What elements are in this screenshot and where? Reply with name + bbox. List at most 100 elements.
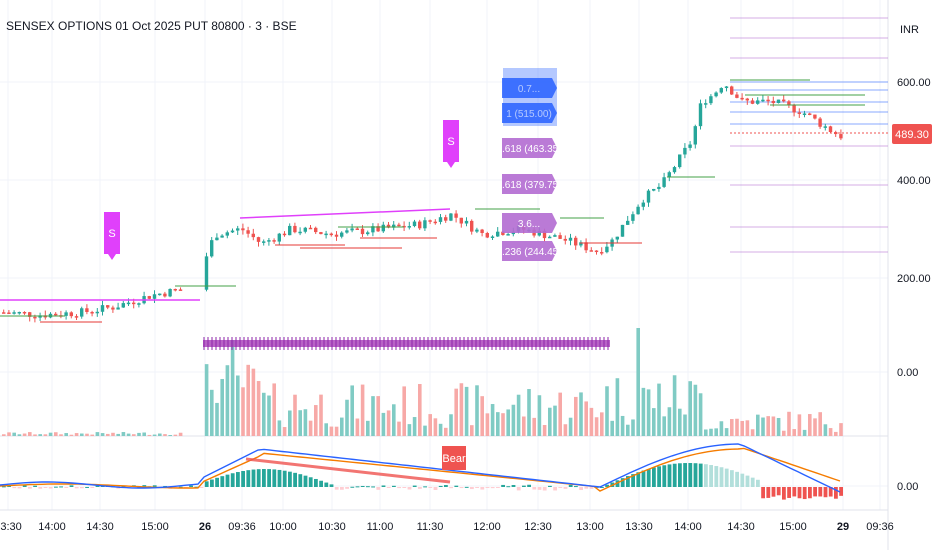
oscillator-bar bbox=[220, 476, 225, 487]
candle-body bbox=[553, 235, 557, 237]
volume-bar bbox=[267, 395, 271, 436]
oscillator-bar bbox=[12, 487, 17, 489]
volume-bar bbox=[823, 424, 828, 436]
volume-bar bbox=[428, 414, 432, 436]
oscillator-bar bbox=[522, 485, 526, 487]
oscillator-bar bbox=[2, 486, 6, 488]
candle-body bbox=[719, 88, 723, 93]
candle-body bbox=[485, 233, 489, 238]
volume-bar bbox=[709, 428, 713, 436]
time-tick-label: 10:00 bbox=[269, 521, 297, 533]
volume-bar bbox=[657, 383, 661, 436]
oscillator-bar bbox=[392, 485, 396, 487]
time-tick-label: 14:30 bbox=[727, 521, 755, 533]
volume-bar bbox=[142, 432, 146, 436]
candle-body bbox=[225, 232, 229, 236]
current-price-label: 489.30 bbox=[895, 129, 929, 141]
oscillator-bar bbox=[350, 486, 355, 488]
oscillator-bar bbox=[345, 487, 349, 489]
candle-body bbox=[735, 94, 739, 98]
candle-body bbox=[147, 296, 151, 299]
oscillator-bar bbox=[329, 484, 334, 487]
signal-markers[interactable]: S S Bear bbox=[104, 120, 466, 470]
volume-bar bbox=[137, 432, 141, 436]
oscillator-bar bbox=[584, 487, 589, 489]
oscillator-bar bbox=[38, 487, 43, 489]
oscillator-bar bbox=[496, 487, 500, 488]
oscillator-bar bbox=[802, 487, 807, 500]
candle-body bbox=[433, 221, 437, 224]
oscillator-bar bbox=[412, 485, 417, 487]
candle-body bbox=[298, 231, 302, 234]
bear-marker[interactable]: Bear bbox=[442, 446, 466, 470]
oscillator-bar bbox=[334, 487, 339, 490]
candle-body bbox=[724, 86, 729, 89]
candle-body bbox=[303, 227, 307, 232]
fib-tag: 1.618 (463.35) bbox=[496, 138, 562, 158]
volume-bar bbox=[771, 416, 776, 436]
candle-body bbox=[350, 228, 354, 231]
oscillator-bar bbox=[251, 469, 256, 487]
volume-bar bbox=[48, 432, 53, 436]
volume-bar bbox=[584, 401, 588, 436]
oscillator-bar bbox=[80, 487, 84, 489]
oscillator-bar bbox=[615, 480, 620, 487]
volume-bar bbox=[303, 409, 308, 436]
volume-tick-label: 0.00 bbox=[897, 367, 918, 379]
candle-body bbox=[267, 240, 271, 242]
volume-bar bbox=[423, 425, 427, 436]
oscillator-bar bbox=[678, 463, 682, 487]
volume-bar bbox=[589, 407, 594, 436]
time-tick-label: 14:00 bbox=[38, 521, 66, 533]
oscillator-bar bbox=[808, 487, 812, 499]
volume-bar bbox=[173, 434, 178, 436]
sell-marker[interactable]: S bbox=[443, 120, 459, 168]
oscillator-bar bbox=[293, 472, 297, 487]
volume-bar bbox=[802, 429, 807, 436]
volume-bar bbox=[766, 416, 770, 436]
oscillator-bar bbox=[709, 465, 713, 487]
volume-bar bbox=[319, 394, 323, 436]
candle-body bbox=[600, 252, 604, 254]
chart-title: SENSEX OPTIONS 01 Oct 2025 PUT 80800 · 3… bbox=[6, 19, 297, 33]
candle-body bbox=[490, 236, 495, 238]
candle-body bbox=[100, 305, 105, 312]
candle-body bbox=[85, 308, 89, 312]
candle-body bbox=[366, 232, 370, 235]
volume-bar bbox=[672, 375, 677, 436]
candle-body bbox=[464, 220, 469, 224]
volume-bar bbox=[667, 407, 672, 436]
oscillator-bar bbox=[288, 471, 292, 487]
volume-bar bbox=[496, 412, 500, 436]
oscillator-bar bbox=[246, 470, 251, 487]
volume-bar bbox=[704, 429, 708, 436]
candle-body bbox=[215, 237, 219, 241]
oscillator-bar bbox=[636, 472, 641, 487]
volume-bar bbox=[33, 434, 37, 436]
oscillator-bar bbox=[43, 487, 48, 488]
candle-body bbox=[594, 250, 599, 253]
oscillator-bar bbox=[776, 487, 781, 496]
price-tick-label: 200.00 bbox=[897, 273, 931, 285]
oscillator-bar bbox=[256, 469, 261, 487]
volume-bar bbox=[69, 434, 74, 436]
volume-bar bbox=[43, 434, 48, 436]
volume-bar bbox=[662, 416, 666, 436]
oscillator-bar bbox=[204, 481, 209, 487]
oscillator-bar bbox=[303, 475, 308, 487]
candle-body bbox=[319, 232, 323, 235]
volume-bar bbox=[2, 434, 6, 436]
volume-bar bbox=[594, 417, 599, 436]
candle-body bbox=[449, 213, 453, 221]
oscillator-bar bbox=[662, 465, 667, 487]
oscillator-bar bbox=[376, 487, 381, 490]
sell-marker[interactable]: S bbox=[104, 212, 120, 260]
candle-body bbox=[698, 103, 703, 127]
volume-bar bbox=[787, 411, 791, 436]
oscillator-bar bbox=[33, 485, 37, 487]
oscillator-bar bbox=[407, 487, 412, 490]
volume-bar bbox=[626, 424, 630, 436]
oscillator-bar bbox=[277, 469, 282, 487]
candle-body bbox=[163, 293, 167, 297]
